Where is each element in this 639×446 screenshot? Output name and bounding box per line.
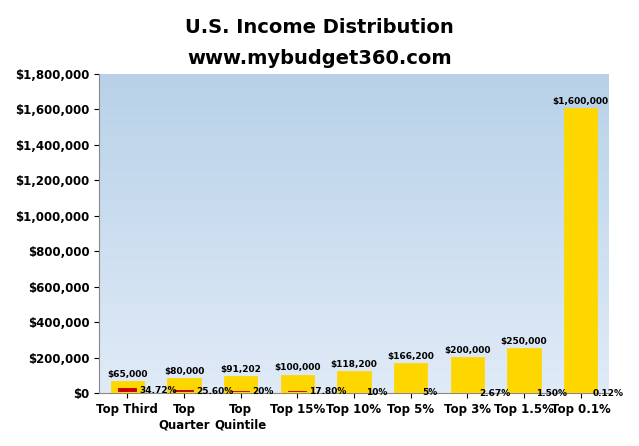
Text: $91,202: $91,202	[220, 365, 261, 374]
Text: $100,000: $100,000	[274, 363, 321, 372]
Bar	[343, 392, 365, 393]
Text: 20%: 20%	[252, 387, 274, 396]
Text: 1.50%: 1.50%	[536, 388, 567, 398]
Bar	[230, 390, 252, 393]
Text: 5%: 5%	[422, 388, 438, 397]
Bar	[400, 392, 422, 393]
Text: $80,000: $80,000	[164, 367, 204, 376]
Text: $250,000: $250,000	[501, 337, 547, 346]
Text: www.mybudget360.com: www.mybudget360.com	[187, 49, 452, 68]
Bar	[112, 382, 143, 393]
Text: 25.60%: 25.60%	[196, 387, 233, 396]
Bar	[287, 390, 308, 393]
Text: $65,000: $65,000	[107, 370, 148, 379]
Text: $1,600,000: $1,600,000	[553, 97, 609, 106]
Text: $118,200: $118,200	[330, 360, 378, 369]
Text: $166,200: $166,200	[387, 351, 434, 360]
Bar	[225, 377, 256, 393]
Text: $200,000: $200,000	[444, 346, 491, 355]
Text: U.S. Income Distribution: U.S. Income Distribution	[185, 18, 454, 37]
Text: 34.72%: 34.72%	[139, 386, 177, 395]
Bar	[565, 109, 596, 393]
Bar	[282, 376, 313, 393]
Text: 17.80%: 17.80%	[309, 387, 346, 396]
Text: 10%: 10%	[366, 388, 387, 397]
Bar	[173, 389, 195, 393]
Bar	[339, 372, 369, 393]
Bar	[169, 379, 199, 393]
Text: 2.67%: 2.67%	[479, 388, 511, 397]
Text: 0.12%: 0.12%	[592, 389, 624, 398]
Bar	[395, 364, 426, 393]
Bar	[452, 358, 483, 393]
Bar	[509, 349, 539, 393]
Bar	[117, 387, 138, 393]
